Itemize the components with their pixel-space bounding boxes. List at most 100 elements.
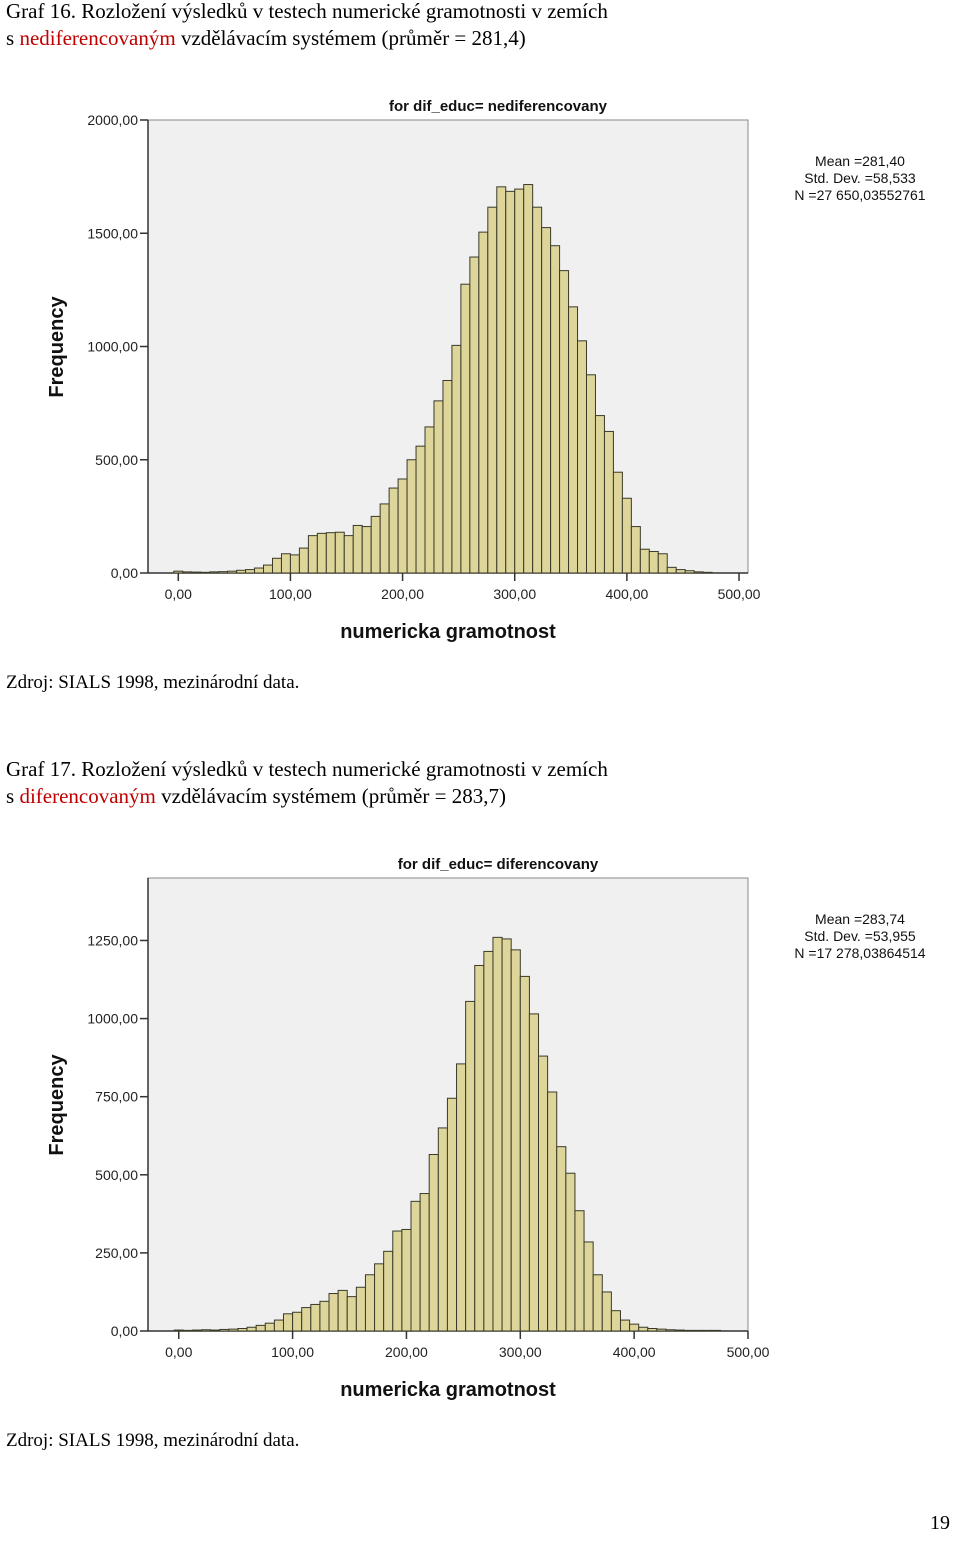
histogram-bar [496, 186, 507, 574]
histogram-bar [379, 503, 390, 574]
histogram-chart-nediferencovany: 0,00 500,00 1000,00 1500,00 2000,00 0,00 100,0… [46, 98, 926, 643]
histogram-bar [446, 1097, 458, 1332]
histogram-bar [433, 400, 444, 574]
histogram-bar [370, 515, 381, 574]
histogram-bar [514, 188, 525, 574]
histogram-bar [639, 548, 650, 574]
histogram-bar [191, 571, 202, 574]
graf16-caption-line1: Graf 16. Rozložení výsledků v testech nu… [6, 0, 608, 23]
histogram-bar [501, 938, 512, 1332]
y-tick-label: 1000,00 [87, 1011, 138, 1027]
histogram-bar [519, 975, 530, 1332]
histogram-bar [577, 340, 588, 574]
histogram-bar [280, 553, 291, 574]
histogram-bar [568, 306, 579, 574]
graf17-caption-prefix: s [6, 784, 20, 808]
histogram-bar [550, 245, 561, 574]
histogram-bar [474, 964, 485, 1332]
histogram-bar [328, 1293, 339, 1332]
chart-title: for dif_educ= diferencovany [398, 856, 599, 873]
histogram-bar [478, 231, 489, 574]
stats-label: Std. Dev. =53,955 [804, 928, 916, 944]
stats-label: N =17 278,03864514 [794, 945, 925, 961]
histogram-bar [711, 1329, 722, 1332]
histogram-bar [319, 1300, 330, 1332]
histogram-bar [273, 1319, 284, 1332]
graf17-source: Zdroj: SIALS 1998, mezinárodní data. [6, 1430, 300, 1451]
histogram-bar [692, 1329, 703, 1332]
histogram-bar [191, 1329, 203, 1332]
histogram-bar [487, 206, 498, 574]
histogram-bar [647, 1328, 658, 1332]
histogram-bar [227, 570, 238, 574]
histogram-bar [460, 283, 471, 574]
histogram-bar [292, 1311, 303, 1332]
histogram-bar [282, 1313, 294, 1332]
histogram-bar [532, 206, 543, 574]
x-tick-label: 200,00 [381, 586, 424, 602]
histogram-bar [255, 1324, 266, 1332]
histogram-bar [648, 550, 659, 574]
x-axis-label: numericka gramotnost [340, 621, 556, 643]
histogram-bar [254, 567, 265, 574]
histogram-bar [182, 571, 193, 574]
histogram-bar [656, 1328, 667, 1332]
y-tick-label: 1250,00 [87, 932, 138, 948]
histogram-bar [310, 1303, 321, 1332]
graf17-caption: Graf 17. Rozložení výsledků v testech nu… [6, 756, 608, 810]
histogram-bar [657, 553, 668, 574]
graf16-caption-suffix: vzdělávacím systémem (průměr = 281,4) [175, 26, 526, 50]
histogram-bar [583, 1241, 594, 1332]
histogram-bar [547, 1091, 558, 1332]
histogram-chart-diferencovany: 0,00 250,00 500,00 750,00 1000,00 1250,00 0,00… [46, 856, 926, 1401]
histogram-bar [245, 569, 256, 574]
histogram-bar [603, 430, 614, 574]
y-axis-label: Frequency [46, 296, 68, 398]
histogram-bar [538, 1055, 549, 1332]
histogram-bar [343, 535, 354, 574]
histogram-bar [638, 1326, 649, 1332]
stats-label: Std. Dev. =58,533 [804, 170, 916, 186]
histogram-bar [469, 256, 480, 574]
histogram-bar [383, 1250, 394, 1332]
histogram-bar [210, 1329, 221, 1332]
histogram-bar [355, 1286, 366, 1332]
stats-label: Mean =283,74 [815, 911, 905, 927]
histogram-bar [264, 1322, 275, 1332]
histogram-bar [574, 1210, 585, 1332]
histogram-bar [397, 478, 408, 574]
histogram-bar [510, 949, 521, 1332]
histogram-bar [209, 571, 220, 574]
histogram-bar [307, 535, 318, 574]
x-tick-label: 100,00 [271, 1344, 314, 1360]
chart-title: for dif_educ= nediferencovany [389, 98, 608, 115]
histogram-bar [702, 571, 713, 574]
histogram-bar [246, 1326, 257, 1332]
histogram-bar [316, 532, 327, 574]
histogram-bar [388, 487, 399, 574]
graf16-source: Zdroj: SIALS 1998, mezinárodní data. [6, 672, 300, 693]
histogram-bar [182, 1329, 193, 1332]
histogram-bar [428, 1153, 439, 1332]
histogram-bar [337, 1289, 348, 1332]
stats-label: N =27 650,03552761 [794, 187, 925, 203]
histogram-bar [559, 270, 570, 574]
histogram-bar [236, 569, 247, 574]
histogram-bar [586, 374, 596, 574]
x-tick-label: 400,00 [613, 1344, 656, 1360]
histogram-bar [219, 1328, 230, 1332]
histogram-bar [601, 1291, 612, 1332]
histogram-bar [419, 1193, 430, 1332]
histogram-bar [565, 1172, 576, 1332]
y-axis-label: Frequency [46, 1054, 68, 1156]
histogram-bar [301, 1307, 312, 1332]
histogram-bar [289, 554, 300, 574]
histogram-bar [619, 1319, 631, 1332]
histogram-bar [701, 1329, 713, 1332]
y-tick-label: 2000,00 [87, 112, 138, 128]
x-tick-label: 100,00 [269, 586, 312, 602]
y-tick-label: 1000,00 [87, 339, 138, 355]
histogram-bar [201, 1329, 212, 1332]
histogram-bar [675, 569, 686, 574]
y-tick-label: 750,00 [95, 1089, 138, 1105]
